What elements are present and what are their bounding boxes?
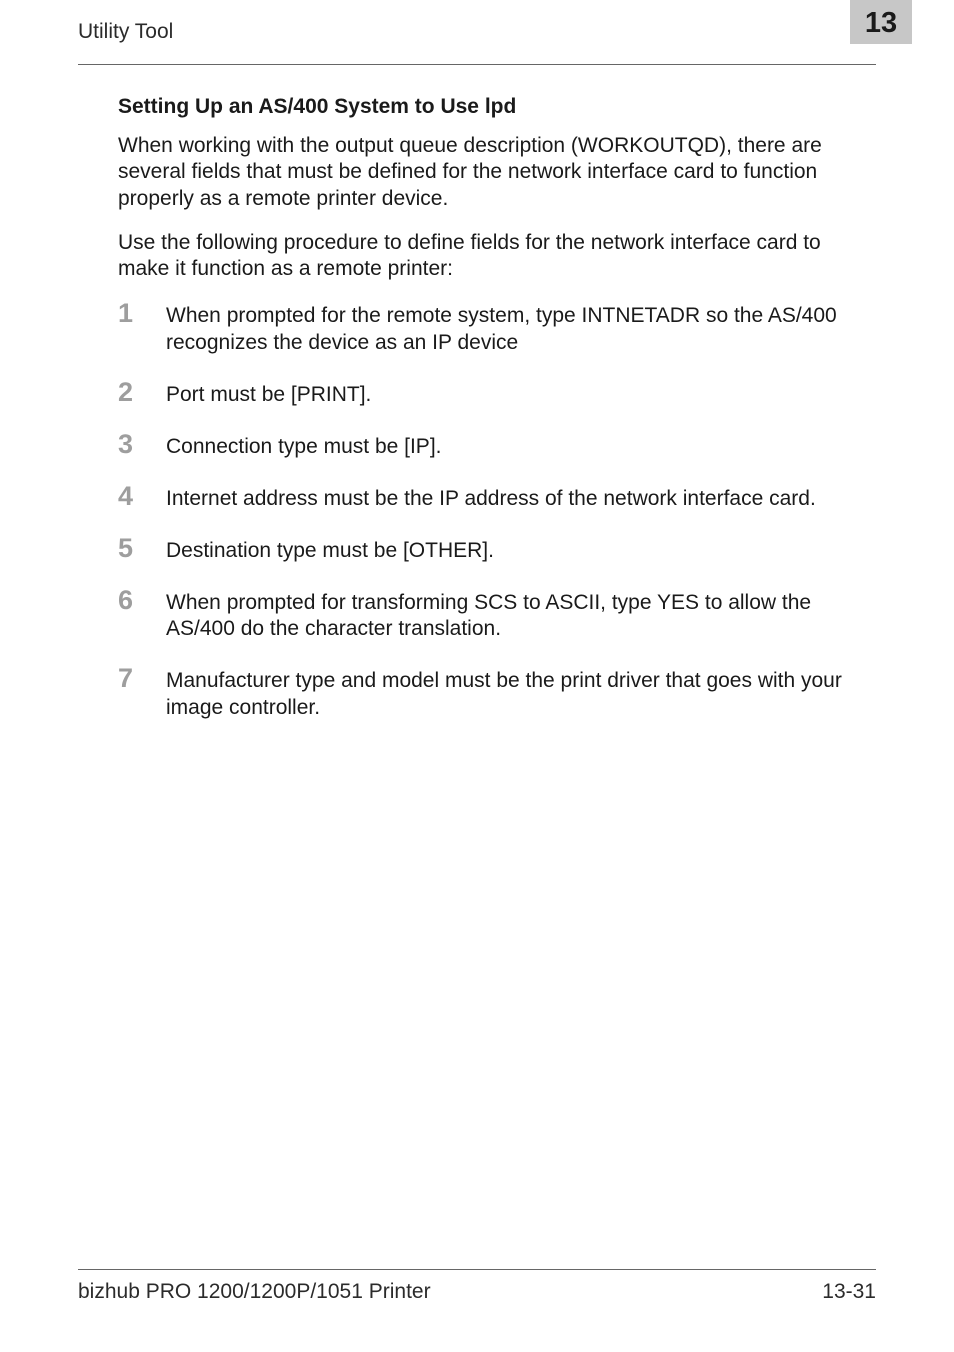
step-text: Port must be [PRINT]. xyxy=(166,379,371,409)
step-text: Internet address must be the IP address … xyxy=(166,483,816,513)
top-rule xyxy=(78,64,876,65)
chapter-tab: 13 xyxy=(850,0,912,44)
step-text: Destination type must be [OTHER]. xyxy=(166,535,494,565)
footer-row: bizhub PRO 1200/1200P/1051 Printer 13-31 xyxy=(78,1280,876,1304)
bottom-rule xyxy=(78,1269,876,1270)
intro-paragraph: Use the following procedure to define fi… xyxy=(118,230,876,283)
step-text: Manufacturer type and model must be the … xyxy=(166,665,876,722)
step-text: When prompted for transforming SCS to AS… xyxy=(166,587,876,644)
step-item: 2 Port must be [PRINT]. xyxy=(118,379,876,409)
step-number: 7 xyxy=(118,665,166,692)
step-item: 1 When prompted for the remote system, t… xyxy=(118,300,876,357)
step-item: 7 Manufacturer type and model must be th… xyxy=(118,665,876,722)
content-block: Setting Up an AS/400 System to Use lpd W… xyxy=(78,95,876,722)
footer: bizhub PRO 1200/1200P/1051 Printer 13-31 xyxy=(78,1269,876,1304)
step-item: 6 When prompted for transforming SCS to … xyxy=(118,587,876,644)
step-number: 4 xyxy=(118,483,166,510)
step-item: 5 Destination type must be [OTHER]. xyxy=(118,535,876,565)
running-head: Utility Tool xyxy=(78,20,173,44)
step-text: Connection type must be [IP]. xyxy=(166,431,441,461)
page: Utility Tool 13 Setting Up an AS/400 Sys… xyxy=(0,0,954,1352)
step-number: 2 xyxy=(118,379,166,406)
intro-paragraph: When working with the output queue descr… xyxy=(118,133,876,212)
step-number: 1 xyxy=(118,300,166,327)
step-text: When prompted for the remote system, typ… xyxy=(166,300,876,357)
footer-page-number: 13-31 xyxy=(822,1280,876,1304)
step-number: 6 xyxy=(118,587,166,614)
step-number: 3 xyxy=(118,431,166,458)
header-row: Utility Tool xyxy=(78,20,876,64)
steps-list: 1 When prompted for the remote system, t… xyxy=(118,300,876,722)
step-item: 4 Internet address must be the IP addres… xyxy=(118,483,876,513)
footer-product: bizhub PRO 1200/1200P/1051 Printer xyxy=(78,1280,431,1304)
section-title: Setting Up an AS/400 System to Use lpd xyxy=(118,95,876,119)
chapter-number: 13 xyxy=(865,7,897,40)
step-item: 3 Connection type must be [IP]. xyxy=(118,431,876,461)
step-number: 5 xyxy=(118,535,166,562)
